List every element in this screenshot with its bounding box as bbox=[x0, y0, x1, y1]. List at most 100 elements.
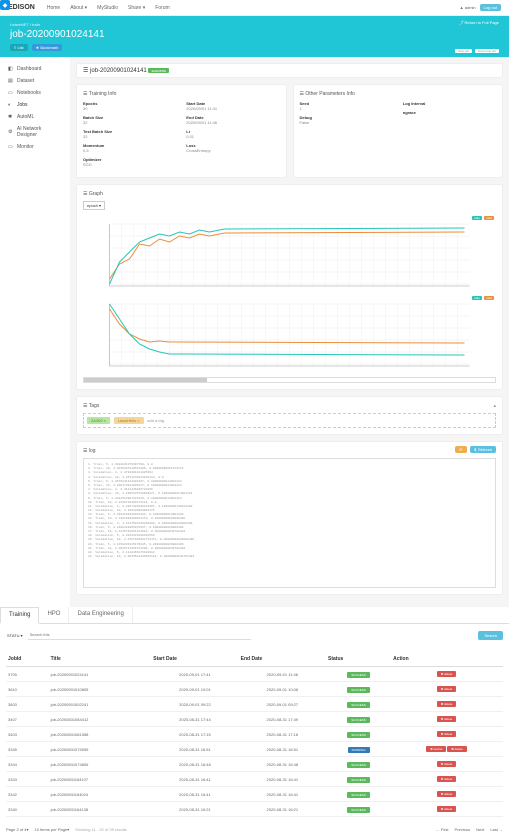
nav-about[interactable]: About ▾ bbox=[70, 5, 87, 11]
cell-title[interactable]: job-20200901010805 bbox=[49, 682, 152, 697]
delete-button[interactable]: ✖ delete bbox=[437, 776, 457, 782]
nav-mystudio[interactable]: MyStudio bbox=[97, 5, 118, 11]
cell-title[interactable]: job-20200901002241 bbox=[49, 697, 152, 712]
nav-forum[interactable]: Forum bbox=[155, 5, 169, 11]
bookmark-button[interactable]: ★ Bookmark bbox=[32, 44, 63, 51]
chart-select[interactable]: epoch ▾ bbox=[83, 201, 105, 210]
status-badge: success bbox=[148, 68, 168, 73]
tab-hpo[interactable]: HPO bbox=[39, 607, 69, 623]
tab-dataeng[interactable]: Data Engineering bbox=[69, 607, 132, 623]
sidebar-item-monitor[interactable]: ▭Monitor bbox=[0, 141, 70, 153]
cell-action: ✖ delete bbox=[391, 682, 503, 697]
delete-button[interactable]: ✖ delete bbox=[437, 791, 457, 797]
table-row[interactable]: 3610job-202009010108052020-09-01 10:0120… bbox=[6, 682, 503, 697]
legend-train2: train bbox=[472, 296, 482, 300]
ai network designer-icon: ⚙ bbox=[8, 129, 14, 135]
page-select[interactable]: Page 2 of 4▾ bbox=[6, 827, 28, 832]
delete-button[interactable]: ✖ delete bbox=[437, 686, 457, 692]
delete-button[interactable]: ✖ delete bbox=[437, 761, 457, 767]
pager-first[interactable]: ← First bbox=[436, 827, 449, 832]
sidebar-item-dataset[interactable]: ▤Dataset bbox=[0, 75, 70, 87]
info-value: 0.01 bbox=[186, 134, 279, 139]
search-input[interactable] bbox=[28, 630, 251, 640]
delete-button[interactable]: ✖ delete bbox=[437, 806, 457, 812]
delete-button[interactable]: ✖ delete bbox=[437, 716, 457, 722]
table-row[interactable]: 3603job-202009010022412020-09-01 09:2220… bbox=[6, 697, 503, 712]
admin-label[interactable]: ▲ admin bbox=[460, 5, 476, 10]
table-row[interactable]: 3403job-202008310815582020-08-31 17:1520… bbox=[6, 727, 503, 742]
table-row[interactable]: 3342job-202008311640242020-08-31 16:4120… bbox=[6, 787, 503, 802]
col-jobid[interactable]: JobId bbox=[6, 652, 49, 667]
delete-button[interactable]: ✖ delete bbox=[437, 731, 457, 737]
collapse-icon[interactable]: ▴ bbox=[493, 403, 496, 409]
stop-button[interactable]: Stop job bbox=[455, 49, 472, 53]
cell-status: SUCCESS bbox=[326, 772, 391, 787]
sidebar-item-automl[interactable]: ✱AutoML bbox=[0, 111, 70, 123]
table-row[interactable]: 3340job-202008311641382020-08-31 16:2120… bbox=[6, 802, 503, 817]
cell-title[interactable]: job-20200831164024 bbox=[49, 787, 152, 802]
log-refresh[interactable]: ⟳ bbox=[455, 446, 466, 453]
col-title[interactable]: Title bbox=[49, 652, 152, 667]
log-download[interactable]: ⬇ Refresh bbox=[470, 446, 496, 453]
breadcrumb: LeaveNET / train bbox=[10, 22, 499, 27]
status-badge: SUCCESS bbox=[347, 687, 370, 693]
delete-button[interactable]: ✖ delete bbox=[437, 671, 457, 677]
return-link[interactable]: ⤴ Return to Full Page bbox=[459, 20, 499, 26]
cell-status: SUCCESS bbox=[326, 757, 391, 772]
table-row[interactable]: 3705job-202009010241412020-09-01 17:4120… bbox=[6, 667, 503, 682]
nav-home[interactable]: Home bbox=[47, 5, 60, 11]
col-status[interactable]: Status bbox=[326, 652, 391, 667]
nav-share[interactable]: Share ▾ bbox=[128, 5, 145, 11]
cell-title[interactable]: job-20200831164107 bbox=[49, 772, 152, 787]
cell-title[interactable]: job-20200831075059 bbox=[49, 742, 152, 757]
table-row[interactable]: 3345job-202008310750592020-08-31 16:5120… bbox=[6, 742, 503, 757]
cancel-button[interactable]: ✖ cancel bbox=[426, 746, 446, 752]
tag-1[interactable]: 2A300 × bbox=[87, 417, 110, 424]
col-start-date[interactable]: Start Date bbox=[151, 652, 238, 667]
cell-action: ✖ cancel✖ delete bbox=[391, 742, 503, 757]
add-tag[interactable]: add a tag bbox=[147, 418, 164, 423]
pager: Page 2 of 4▾ 10 Items per Page▾ Showing … bbox=[0, 823, 509, 836]
col-action[interactable]: Action bbox=[391, 652, 503, 667]
cell-action: ✖ delete bbox=[391, 712, 503, 727]
chart-scrollbar[interactable] bbox=[83, 377, 496, 383]
log-output: 1. Train, 5, 2.3022831376497708, 0.02. T… bbox=[83, 458, 496, 588]
perpage-select[interactable]: 10 Items per Page▾ bbox=[34, 827, 69, 832]
table-row[interactable]: 3407job-202008310844122020-08-31 17:4420… bbox=[6, 712, 503, 727]
col-end-date[interactable]: End Date bbox=[239, 652, 326, 667]
tags-panel: ☰ Tags ▴ 2A300 × LawsHello × add a tag bbox=[76, 396, 503, 435]
tag-2[interactable]: LawsHello × bbox=[114, 417, 144, 424]
info-value: 32 bbox=[83, 120, 176, 125]
sidebar-item-dashboard[interactable]: ◧Dashboard bbox=[0, 63, 70, 75]
info-value: 2020/09/01 11:46 bbox=[186, 120, 279, 125]
sidebar-item-notebooks[interactable]: ▭Notebooks bbox=[0, 87, 70, 99]
delete-button[interactable]: ✖ delete bbox=[447, 746, 467, 752]
pager-next[interactable]: Next bbox=[476, 827, 484, 832]
cell-title[interactable]: job-20200831164138 bbox=[49, 802, 152, 817]
status-badge: SUCCESS bbox=[347, 672, 370, 678]
logout-button[interactable]: Log out bbox=[480, 4, 501, 11]
list-button[interactable]: ≡ List bbox=[10, 44, 28, 51]
training-info-title: ☰ Training Info bbox=[83, 91, 280, 97]
pager-last[interactable]: Last → bbox=[490, 827, 503, 832]
cell-id: 3610 bbox=[6, 682, 49, 697]
cell-title[interactable]: job-20200831074806 bbox=[49, 757, 152, 772]
jobs-table: JobIdTitleStart DateEnd DateStatusAction… bbox=[0, 646, 509, 823]
tab-training[interactable]: Training bbox=[0, 607, 39, 624]
hardstop-button[interactable]: Hard stop job bbox=[475, 49, 499, 53]
sidebar-item-ai-network-designer[interactable]: ⚙AI Network Designer bbox=[0, 123, 70, 141]
job-panel-title: ☰ job-20200901024141 bbox=[83, 68, 147, 74]
cell-title[interactable]: job-20200831081558 bbox=[49, 727, 152, 742]
table-row[interactable]: 3343job-202008311641072020-08-31 16:4120… bbox=[6, 772, 503, 787]
cell-id: 3705 bbox=[6, 667, 49, 682]
cell-action: ✖ delete bbox=[391, 667, 503, 682]
cell-id: 3603 bbox=[6, 697, 49, 712]
status-filter[interactable]: STATU ▾ bbox=[6, 632, 24, 639]
cell-title[interactable]: job-20200901024141 bbox=[49, 667, 152, 682]
delete-button[interactable]: ✖ delete bbox=[437, 701, 457, 707]
search-button[interactable]: Search bbox=[478, 631, 503, 640]
table-row[interactable]: 3344job-202008310748062020-08-31 16:4820… bbox=[6, 757, 503, 772]
cell-title[interactable]: job-20200831084412 bbox=[49, 712, 152, 727]
sidebar-item-jobs[interactable]: ◐Jobs bbox=[0, 99, 70, 111]
pager-prev[interactable]: Previous bbox=[455, 827, 471, 832]
